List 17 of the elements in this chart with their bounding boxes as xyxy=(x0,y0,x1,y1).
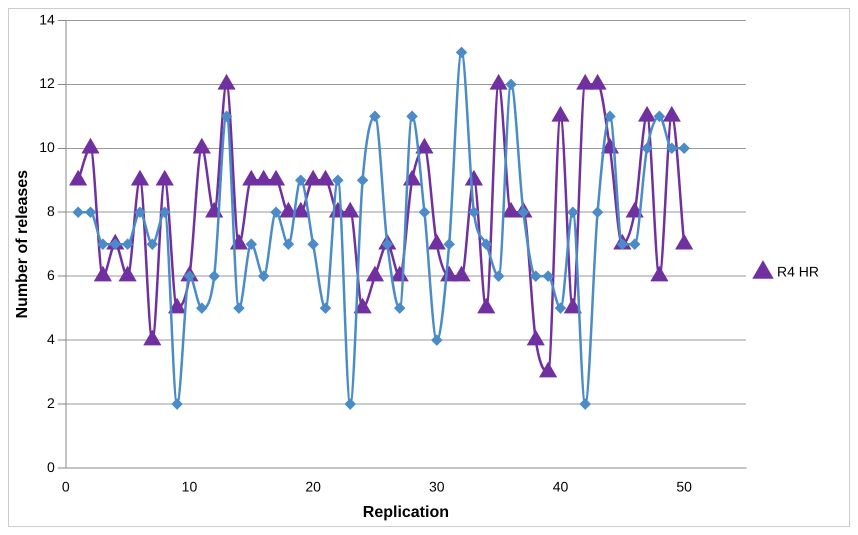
x-tick-label: 40 xyxy=(552,478,568,494)
x-tick-label: 30 xyxy=(429,478,445,494)
y-tick-label: 0 xyxy=(46,458,55,475)
legend-label: R4 HR xyxy=(776,263,820,280)
y-tick-label: 10 xyxy=(39,139,55,156)
y-tick-label: 6 xyxy=(46,267,55,284)
x-tick-label: 10 xyxy=(182,478,198,494)
y-tick-label: 12 xyxy=(39,75,55,92)
y-tick-label: 14 xyxy=(39,11,55,28)
x-tick-label: 20 xyxy=(305,478,322,494)
y-axis-title: Number of releases xyxy=(14,170,32,318)
x-tick-label: 0 xyxy=(62,478,70,494)
y-tick-label: 4 xyxy=(46,330,55,347)
x-tick-label: 50 xyxy=(676,478,692,494)
x-axis-title: Replication xyxy=(362,504,449,521)
y-tick-label: 2 xyxy=(46,394,55,411)
y-tick-label: 8 xyxy=(46,203,55,220)
